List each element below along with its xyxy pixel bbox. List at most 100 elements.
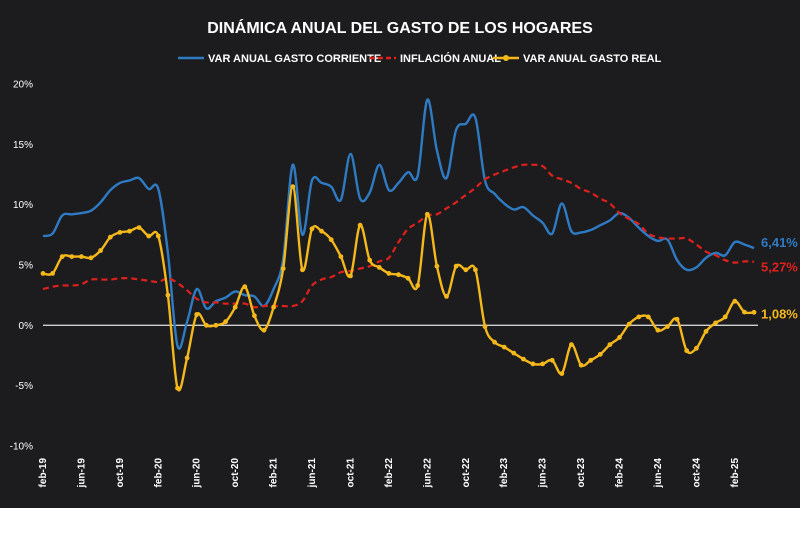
data-point-real — [223, 319, 229, 325]
data-point-real — [732, 298, 738, 304]
legend-label: VAR ANUAL GASTO REAL — [523, 53, 662, 65]
y-tick-label: 20% — [13, 80, 33, 91]
data-point-real — [290, 184, 296, 190]
data-point-real — [300, 267, 305, 273]
data-point-real — [655, 327, 661, 333]
data-point-real — [473, 267, 478, 273]
legend-label: VAR ANUAL GASTO CORRIENTE — [208, 53, 381, 65]
data-point-real — [40, 271, 46, 276]
data-point-real — [415, 283, 421, 288]
data-point-real — [742, 309, 747, 315]
x-tick-label: oct-23 — [576, 458, 587, 488]
x-tick-label: jun-20 — [192, 458, 203, 489]
data-point-real — [511, 350, 517, 356]
data-point-real — [232, 304, 238, 310]
series-corriente — [42, 98, 755, 350]
x-tick-label: oct-24 — [691, 458, 702, 488]
chart-title: DINÁMICA ANUAL DEL GASTO DE LOS HOGARES — [207, 18, 593, 37]
data-point-real — [482, 324, 488, 329]
data-point-real — [444, 294, 449, 299]
legend-item-corriente: VAR ANUAL GASTO CORRIENTE — [178, 53, 381, 65]
legend: VAR ANUAL GASTO CORRIENTE INFLACIÓN ANUAL… — [178, 52, 662, 65]
legend-item-real: VAR ANUAL GASTO REAL — [493, 53, 662, 65]
data-point-real — [607, 342, 613, 347]
data-point-real — [69, 254, 75, 259]
data-point-real — [50, 271, 55, 276]
data-point-real — [751, 309, 757, 315]
series-line-inflacion — [42, 163, 755, 309]
data-point-real — [434, 263, 440, 269]
data-point-real — [213, 322, 219, 328]
chart: DINÁMICA ANUAL DEL GASTO DE LOS HOGARES … — [10, 18, 799, 489]
end-label-corriente: 6,41% — [761, 235, 798, 250]
series-layer — [40, 98, 757, 392]
data-point-real — [645, 314, 651, 320]
x-tick-label: jun-24 — [653, 458, 664, 489]
data-point-real — [165, 292, 171, 298]
y-axis: 20% 15% 10% 5% 0% -5% -10% — [10, 80, 33, 453]
data-point-real — [530, 361, 536, 367]
x-tick-label: jun-23 — [538, 458, 549, 489]
data-point-real — [713, 320, 718, 326]
data-point-real — [194, 312, 200, 317]
x-tick-label: feb-22 — [384, 458, 395, 488]
series-line-corriente — [42, 98, 755, 350]
x-tick-label: oct-20 — [230, 458, 241, 488]
y-tick-label: -10% — [10, 442, 33, 453]
series-line-real — [42, 185, 755, 392]
data-point-real — [578, 362, 584, 368]
end-label-real: 1,08% — [761, 306, 798, 321]
y-tick-label: 5% — [19, 261, 34, 272]
data-point-real — [549, 357, 555, 363]
data-point-real — [309, 226, 315, 232]
data-point-real — [261, 327, 267, 333]
data-point-real — [155, 233, 161, 239]
data-point-real — [117, 230, 123, 235]
series-real — [40, 184, 757, 392]
data-point-real — [367, 257, 373, 263]
data-point-real — [540, 361, 545, 367]
data-point-real — [424, 211, 430, 217]
y-tick-label: 15% — [13, 140, 33, 151]
end-labels: 6,41% 5,27% 1,08% — [761, 235, 798, 321]
data-point-real — [396, 272, 401, 278]
data-point-real — [626, 321, 632, 327]
data-point-real — [184, 355, 190, 361]
data-point-real — [453, 263, 459, 269]
data-point-real — [271, 304, 276, 310]
x-tick-label: feb-21 — [269, 458, 280, 488]
end-label-inflacion: 5,27% — [761, 260, 798, 275]
data-point-real — [674, 316, 680, 322]
data-point-real — [386, 271, 392, 276]
x-tick-label: feb-19 — [38, 458, 49, 488]
y-tick-label: 10% — [13, 200, 33, 211]
data-point-real — [319, 228, 324, 234]
x-tick-label: feb-24 — [614, 458, 625, 488]
legend-label: INFLACIÓN ANUAL — [400, 52, 501, 65]
x-tick-label: jun-22 — [422, 458, 433, 489]
data-point-real — [665, 324, 670, 329]
x-tick-label: oct-19 — [115, 458, 126, 488]
data-point-real — [242, 284, 248, 290]
data-point-real — [463, 267, 469, 273]
data-point-real — [376, 265, 382, 270]
data-point-real — [136, 225, 142, 231]
data-point-real — [559, 371, 565, 376]
data-point-real — [59, 254, 65, 259]
series-inflacion — [42, 163, 755, 309]
data-point-real — [357, 222, 363, 228]
y-tick-label: -5% — [15, 381, 33, 392]
data-point-real — [636, 314, 642, 320]
data-point-real — [597, 351, 603, 357]
data-point-real — [146, 233, 152, 239]
legend-item-inflacion: INFLACIÓN ANUAL — [370, 52, 501, 65]
x-tick-label: oct-22 — [461, 458, 472, 488]
data-point-real — [703, 329, 709, 334]
data-point-real — [348, 273, 353, 279]
data-point-real — [684, 348, 690, 354]
x-axis: feb-19 jun-19 oct-19 feb-20 jun-20 oct-20 feb-… — [38, 458, 741, 489]
data-point-real — [501, 344, 507, 350]
data-point-real — [405, 275, 411, 281]
legend-marker — [503, 55, 509, 61]
x-tick-label: oct-21 — [345, 458, 356, 488]
